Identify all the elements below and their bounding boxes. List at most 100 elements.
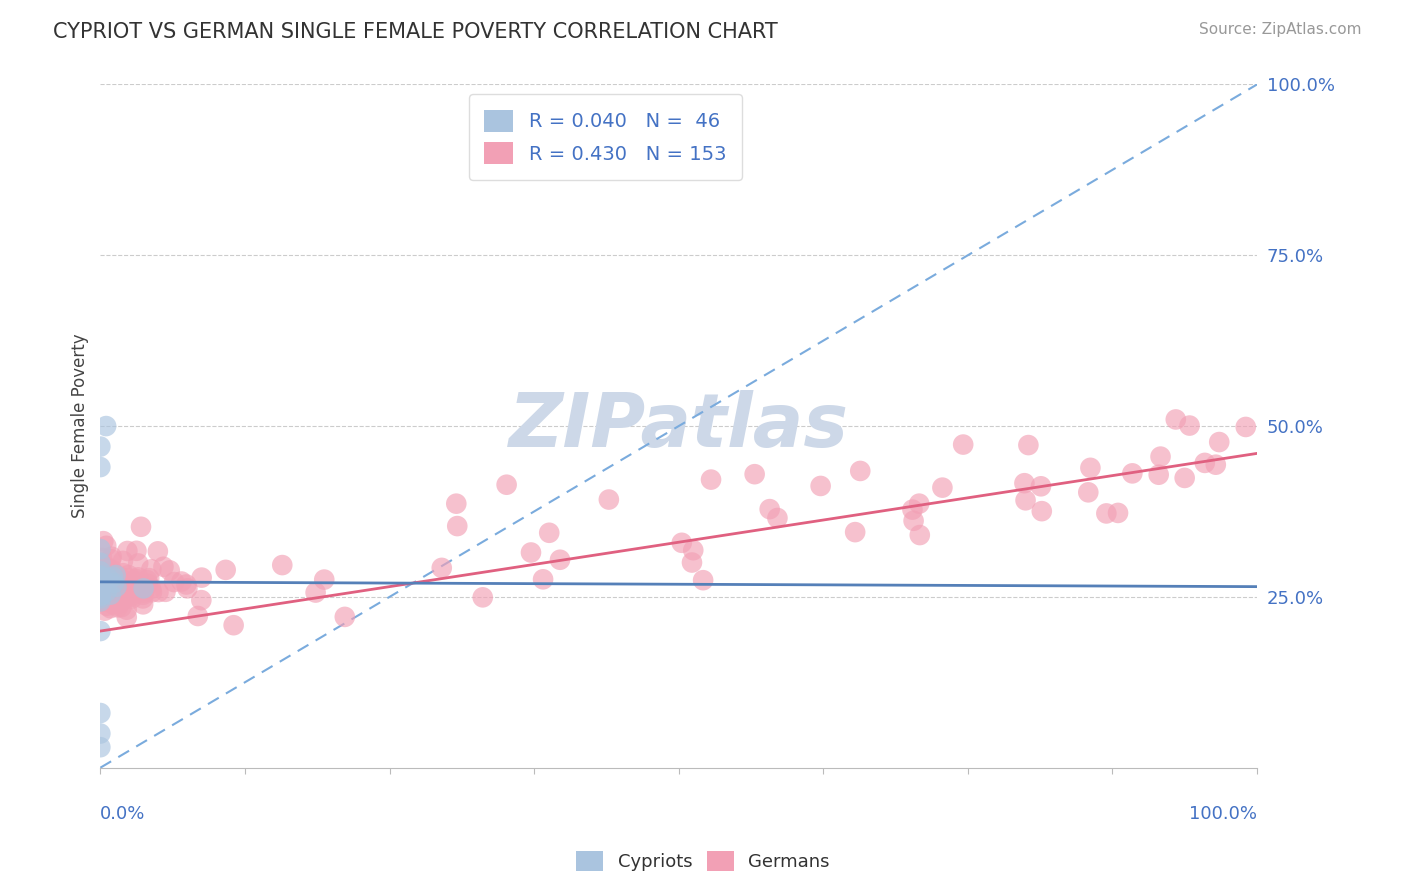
Point — [89, 542, 111, 557]
Point — [222, 618, 245, 632]
Point — [89, 575, 111, 590]
Point — [89, 567, 111, 582]
Point — [100, 588, 122, 602]
Point — [115, 610, 138, 624]
Point — [132, 582, 155, 596]
Point — [89, 578, 111, 592]
Point — [187, 609, 209, 624]
Point — [125, 572, 148, 586]
Point — [333, 610, 356, 624]
Point — [100, 549, 122, 564]
Point — [692, 573, 714, 587]
Point — [901, 502, 924, 516]
Point — [598, 492, 620, 507]
Point — [89, 624, 111, 638]
Point — [538, 525, 561, 540]
Point — [94, 419, 117, 434]
Point — [108, 569, 131, 583]
Point — [304, 585, 326, 599]
Point — [89, 576, 111, 591]
Point — [138, 571, 160, 585]
Point — [115, 579, 138, 593]
Point — [115, 590, 138, 604]
Point — [89, 582, 111, 596]
Point — [105, 580, 128, 594]
Point — [176, 577, 198, 591]
Point — [1149, 450, 1171, 464]
Point — [117, 571, 139, 585]
Point — [1017, 438, 1039, 452]
Point — [1178, 418, 1201, 433]
Point — [93, 604, 115, 618]
Point — [111, 582, 134, 596]
Point — [1208, 435, 1230, 450]
Point — [430, 561, 453, 575]
Point — [96, 574, 118, 589]
Point — [190, 571, 212, 585]
Point — [100, 588, 122, 602]
Point — [89, 556, 111, 570]
Point — [1107, 506, 1129, 520]
Point — [132, 591, 155, 606]
Point — [101, 570, 124, 584]
Point — [98, 563, 121, 577]
Point — [1121, 467, 1143, 481]
Point — [89, 571, 111, 585]
Point — [127, 557, 149, 571]
Point — [89, 585, 111, 599]
Point — [190, 593, 212, 607]
Point — [446, 519, 468, 533]
Point — [141, 562, 163, 576]
Point — [136, 573, 159, 587]
Point — [176, 582, 198, 596]
Point — [115, 603, 138, 617]
Point — [131, 581, 153, 595]
Point — [1234, 420, 1257, 434]
Point — [671, 536, 693, 550]
Point — [89, 594, 111, 608]
Point — [170, 574, 193, 589]
Point — [89, 577, 111, 591]
Point — [155, 584, 177, 599]
Point — [108, 596, 131, 610]
Point — [1095, 507, 1118, 521]
Point — [89, 573, 111, 587]
Point — [471, 591, 494, 605]
Point — [89, 589, 111, 603]
Point — [100, 563, 122, 577]
Point — [111, 554, 134, 568]
Point — [103, 571, 125, 585]
Point — [682, 543, 704, 558]
Point — [94, 580, 117, 594]
Point — [136, 576, 159, 591]
Point — [139, 582, 162, 596]
Point — [89, 726, 111, 740]
Point — [105, 571, 128, 585]
Point — [931, 481, 953, 495]
Point — [89, 571, 111, 585]
Point — [89, 570, 111, 584]
Point — [103, 576, 125, 591]
Point — [93, 562, 115, 576]
Point — [1031, 504, 1053, 518]
Point — [121, 591, 143, 606]
Point — [103, 580, 125, 594]
Point — [681, 556, 703, 570]
Point — [93, 562, 115, 576]
Point — [105, 582, 128, 597]
Legend: R = 0.040   N =  46, R = 0.430   N = 153: R = 0.040 N = 46, R = 0.430 N = 153 — [468, 95, 742, 180]
Point — [97, 571, 120, 585]
Point — [849, 464, 872, 478]
Point — [1080, 460, 1102, 475]
Point — [118, 591, 141, 605]
Point — [531, 572, 554, 586]
Point — [90, 591, 112, 606]
Point — [93, 573, 115, 587]
Point — [548, 553, 571, 567]
Point — [89, 460, 111, 475]
Point — [1077, 485, 1099, 500]
Point — [146, 544, 169, 558]
Point — [125, 544, 148, 558]
Point — [90, 577, 112, 591]
Point — [91, 565, 114, 579]
